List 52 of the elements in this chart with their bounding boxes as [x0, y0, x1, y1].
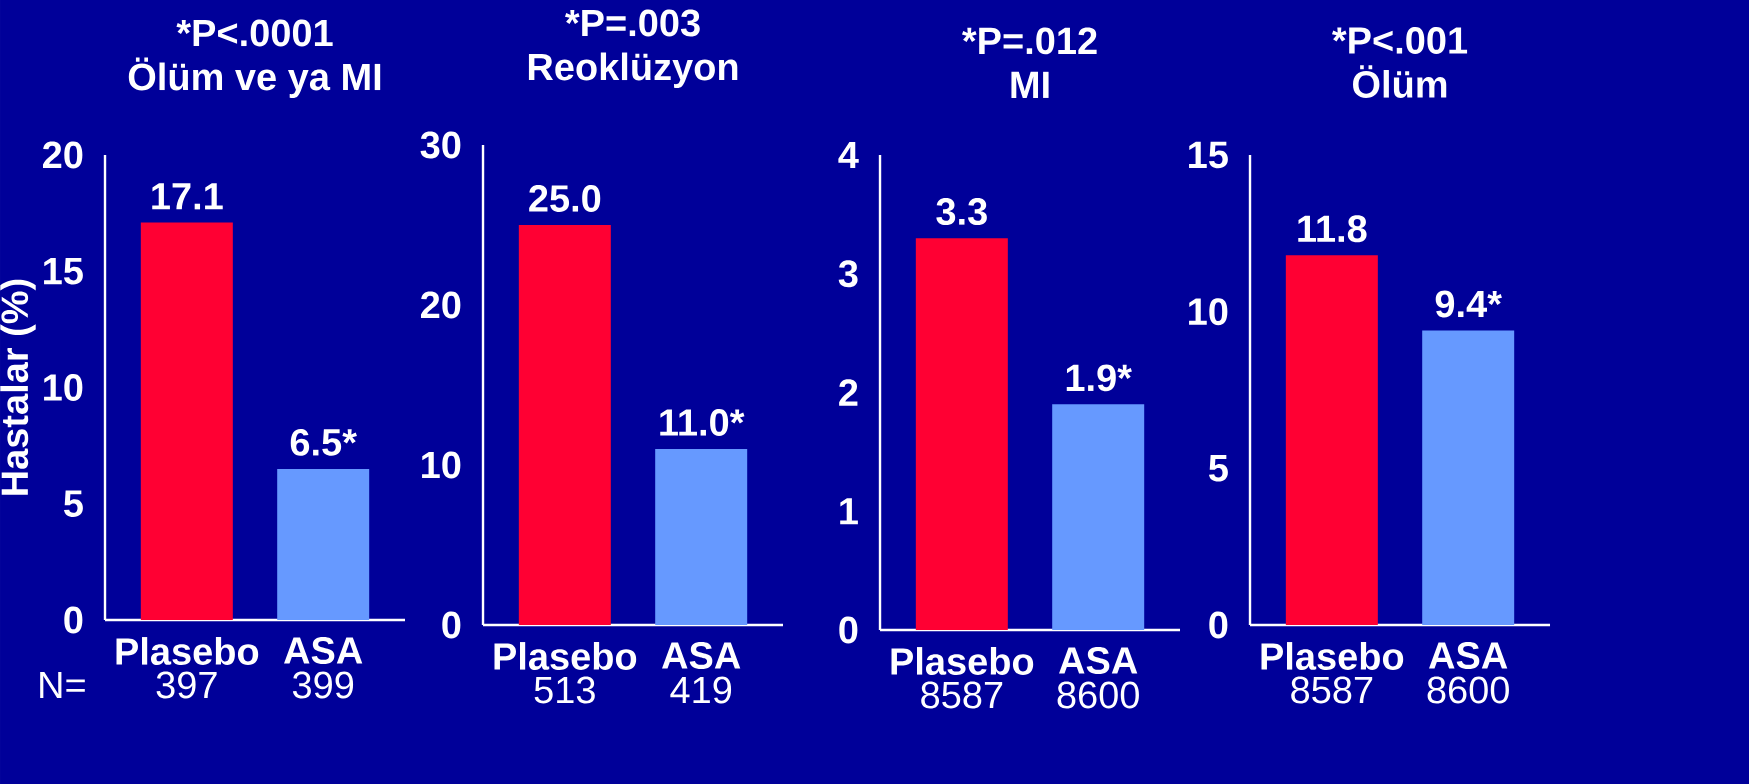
data-label: 9.4* — [1435, 290, 1502, 318]
y-tick-label: 0 — [64, 606, 83, 634]
y-tick-label: 5 — [63, 490, 83, 518]
y-tick-label: 20 — [43, 141, 83, 169]
y-tick-label: 20 — [421, 291, 461, 319]
y-tick-label: 15 — [44, 258, 83, 285]
data-label: 3.3 — [936, 198, 987, 226]
y-tick-label: 0 — [442, 611, 461, 639]
text: 8600 — [1057, 681, 1139, 709]
x-tick-label: ASA — [284, 637, 363, 664]
y-axis-title: Hastalar (%) — [0, 279, 36, 495]
data-label: 11.0* — [660, 409, 745, 436]
x-tick-label: Plasebo — [1261, 642, 1404, 670]
y-tick-label: 0 — [1209, 611, 1228, 639]
text: 399 — [292, 671, 354, 699]
y-tick-label: 1 — [840, 498, 858, 525]
y-tick-label: 2 — [839, 379, 858, 406]
chart-title: Ölüm ve ya MI — [128, 57, 381, 98]
x-tick-label: Plasebo — [494, 642, 637, 670]
chart-subtitle: *P<.001 — [1331, 27, 1468, 54]
data-label: 6.5* — [290, 428, 357, 456]
chart-title: Ölüm — [1353, 65, 1447, 98]
data-label: 11.8 — [1298, 215, 1367, 243]
x-tick-label: Plasebo — [116, 637, 259, 665]
x-tick-label: ASA — [662, 642, 741, 669]
chart-subtitle: *P=.003 — [564, 9, 700, 37]
x-tick-label: ASA — [1059, 647, 1138, 674]
y-tick-label: 15 — [1189, 141, 1228, 169]
y-tick-label: 5 — [1208, 455, 1228, 482]
data-label: 1.9* — [1066, 364, 1132, 392]
x-tick-label: Plasebo — [891, 647, 1034, 675]
chart-subtitle: *P<.0001 — [176, 19, 333, 47]
x-tick-label: ASA — [1429, 642, 1508, 669]
chart-title: MI — [1011, 71, 1049, 98]
data-label: 25.0 — [529, 185, 601, 212]
text: N= — [40, 671, 85, 699]
text: 8600 — [1427, 676, 1509, 704]
chart-subtitle: *P=.012 — [962, 27, 1097, 55]
text: 8587 — [1291, 676, 1373, 704]
chart-title: Reoklüzyon — [528, 52, 738, 88]
y-tick-label: 0 — [839, 616, 858, 644]
y-tick-label: 10 — [44, 374, 83, 401]
y-tick-label: 30 — [420, 131, 461, 159]
text: 397 — [156, 671, 217, 699]
text: 513 — [534, 676, 595, 704]
text: 419 — [670, 676, 732, 704]
y-tick-label: 10 — [422, 451, 461, 479]
y-tick-label: 3 — [838, 260, 858, 288]
data-label: 17.1 — [152, 183, 223, 210]
y-tick-label: 4 — [838, 141, 859, 169]
text: 8587 — [921, 681, 1003, 709]
y-tick-label: 10 — [1189, 298, 1228, 326]
